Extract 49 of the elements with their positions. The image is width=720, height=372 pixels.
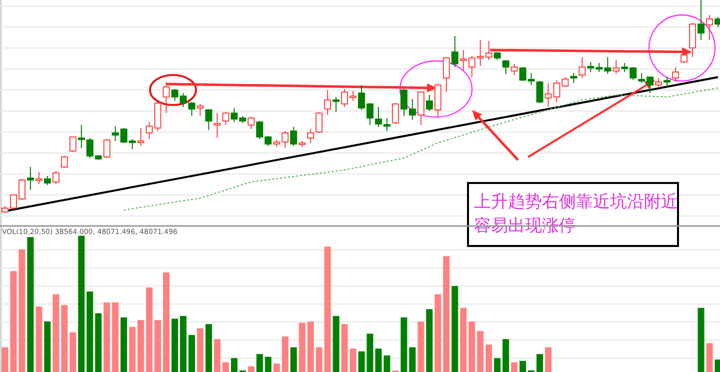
bar [536, 354, 543, 372]
bar [443, 256, 450, 372]
bar [494, 358, 501, 372]
bar [154, 320, 162, 372]
bar [426, 309, 433, 372]
bar [706, 343, 713, 372]
bar [452, 286, 458, 372]
bar [78, 236, 85, 372]
bar [282, 336, 288, 372]
bar [188, 335, 195, 372]
bar [104, 302, 110, 372]
bar [95, 313, 102, 372]
bar [468, 321, 476, 372]
bar [273, 364, 280, 372]
bar [248, 366, 254, 372]
bar [36, 306, 42, 372]
bar [70, 332, 76, 372]
bar [112, 302, 119, 372]
bar [230, 358, 238, 372]
bar [120, 317, 128, 372]
bar [180, 316, 186, 372]
bar [418, 321, 424, 372]
bar [520, 360, 526, 372]
bar [27, 237, 34, 372]
bar [434, 294, 442, 372]
bar [214, 339, 220, 372]
annotation: 上升趋势右侧靠近坑沿附近 [474, 192, 678, 212]
bar [205, 324, 212, 372]
bar [502, 339, 510, 372]
bar [290, 347, 297, 372]
bar [460, 308, 467, 372]
bar [544, 347, 552, 372]
bar [256, 354, 263, 372]
bar [129, 326, 136, 372]
bar [196, 328, 204, 372]
bar [86, 292, 94, 372]
bar [163, 272, 170, 372]
bar [172, 318, 178, 372]
bar [138, 320, 144, 372]
bar [332, 316, 340, 372]
bar [477, 330, 484, 372]
bar [511, 362, 518, 372]
bar [264, 356, 272, 372]
bar [222, 362, 229, 372]
bar [146, 287, 153, 372]
bar [714, 360, 720, 372]
bar [698, 308, 704, 372]
bar [486, 344, 492, 372]
bar [44, 321, 51, 372]
